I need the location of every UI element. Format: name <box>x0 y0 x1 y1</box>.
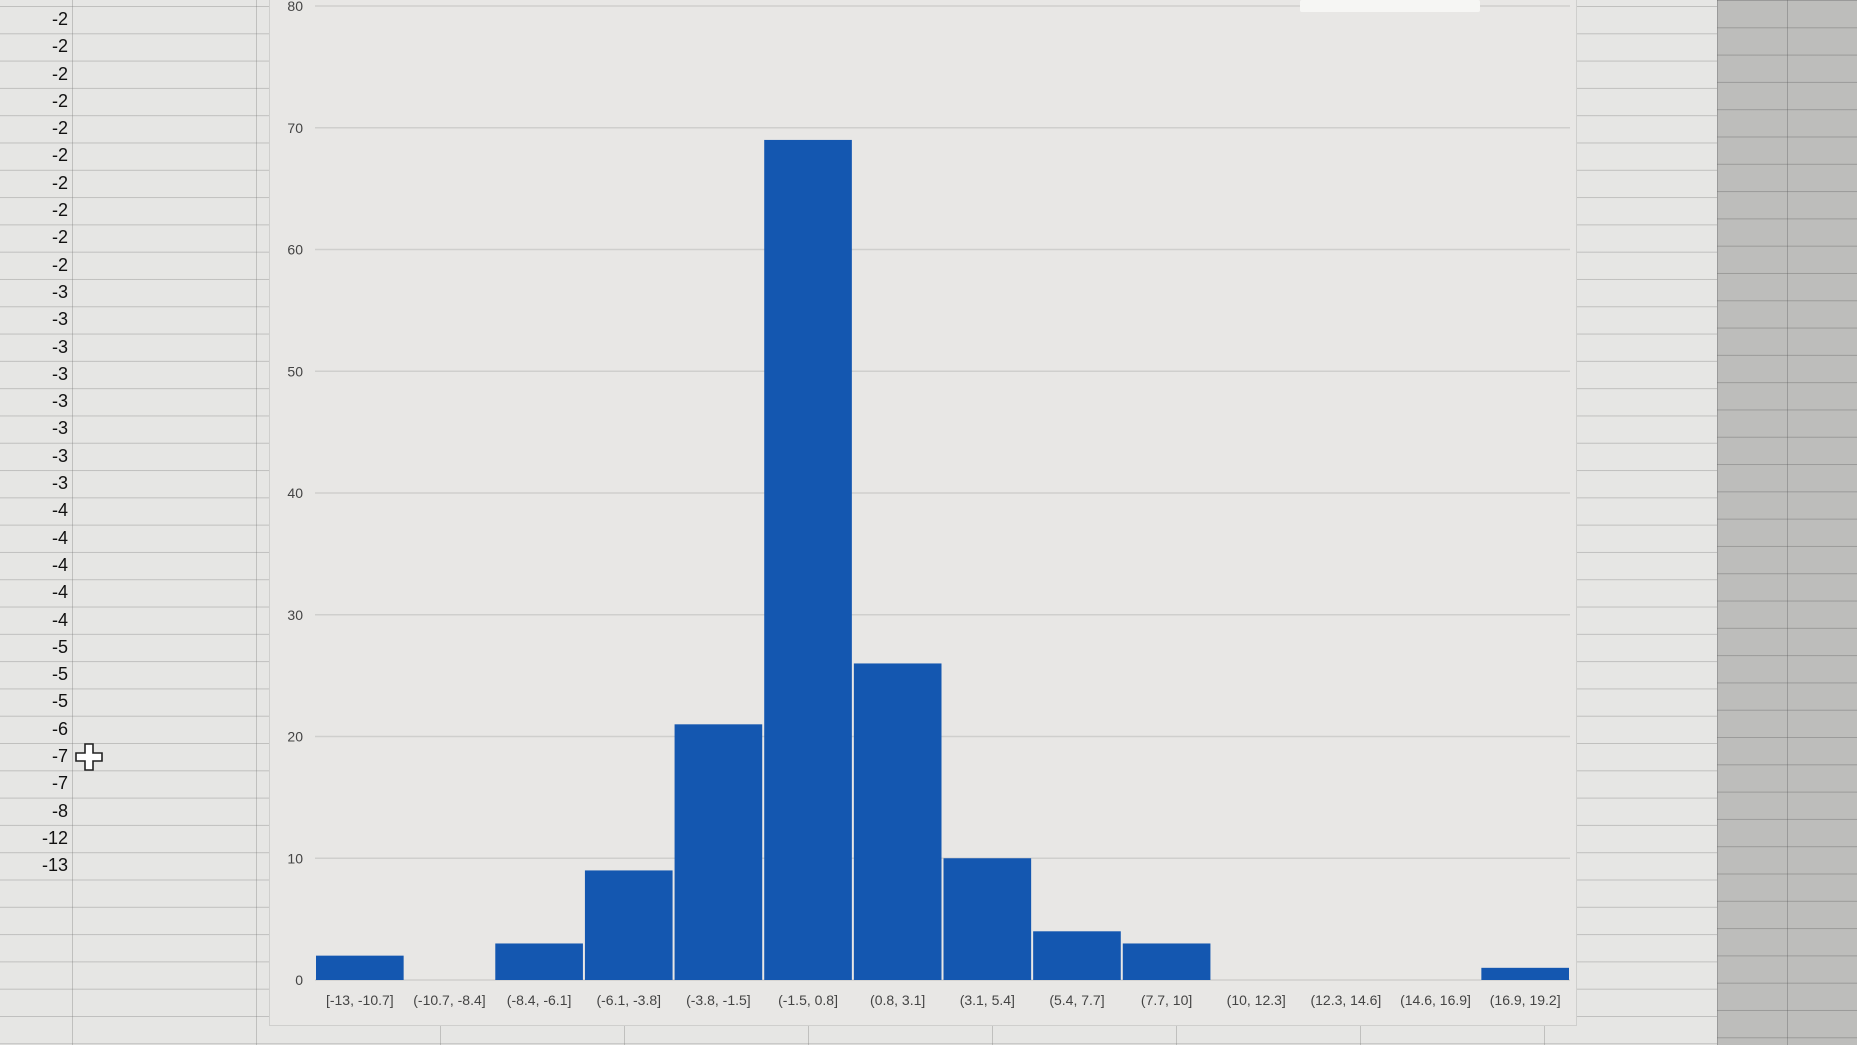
histogram-bar[interactable] <box>1481 967 1569 980</box>
cell-value[interactable]: -2 <box>51 227 68 248</box>
histogram-chart[interactable]: 0 10 20 30 40 50 60 70 80 [-13, -10.7] (-10.7, -8.… <box>270 0 1576 1025</box>
x-tick-label: (-1.5, 0.8] <box>778 992 838 1008</box>
histogram-bar[interactable] <box>495 943 583 980</box>
spreadsheet-right-columns[interactable] <box>1717 0 1857 1045</box>
x-tick-label: [-13, -10.7] <box>326 992 394 1008</box>
y-tick-label: 40 <box>287 485 303 501</box>
x-tick-label: (7.7, 10] <box>1141 992 1192 1008</box>
cell-select-cursor-icon <box>75 743 103 771</box>
cell-value[interactable]: -2 <box>51 172 68 193</box>
cell-value[interactable]: -3 <box>51 309 68 330</box>
data-column: -2 -2 -2 -2 -2 -2 -2 -2 -2 -2 -3 -3 -3 -3 -3 -3 -3 -3 -4 -4… <box>0 6 72 880</box>
screen-glare <box>1300 0 1480 12</box>
histogram-bar[interactable] <box>943 858 1032 980</box>
x-tick-label: (0.8, 3.1] <box>870 992 925 1008</box>
cell-value[interactable]: -13 <box>41 855 68 876</box>
cell-value[interactable]: -2 <box>51 254 68 275</box>
cell-value[interactable]: -3 <box>51 281 68 302</box>
x-tick-label: (-3.8, -1.5] <box>686 992 751 1008</box>
histogram-bar[interactable] <box>584 870 673 980</box>
cell-value[interactable]: -2 <box>51 90 68 111</box>
cell-value[interactable]: -2 <box>51 118 68 139</box>
cell-value[interactable]: -4 <box>51 554 68 575</box>
cell-value[interactable]: -4 <box>51 609 68 630</box>
x-tick-label: (5.4, 7.7] <box>1049 992 1104 1008</box>
cell-value[interactable]: -3 <box>51 418 68 439</box>
y-tick-label: 0 <box>295 972 303 988</box>
cell-value[interactable]: -5 <box>51 691 68 712</box>
cell-value[interactable]: -2 <box>51 200 68 221</box>
y-tick-label: 70 <box>287 120 303 136</box>
histogram-bar[interactable] <box>1122 943 1211 980</box>
cell-value[interactable]: -2 <box>51 36 68 57</box>
x-tick-label: (-10.7, -8.4] <box>413 992 485 1008</box>
cell-value[interactable]: -4 <box>51 527 68 548</box>
histogram-bar[interactable] <box>853 663 942 980</box>
histogram-bar[interactable] <box>764 139 852 981</box>
y-tick-label: 20 <box>287 729 303 745</box>
histogram-bar[interactable] <box>674 724 763 980</box>
cell-value[interactable]: -4 <box>51 582 68 603</box>
chart-svg: 0 10 20 30 40 50 60 70 80 [-13, -10.7] (-10.7, -8.… <box>287 0 1570 1008</box>
x-tick-label: (14.6, 16.9] <box>1400 992 1471 1008</box>
x-tick-label: (10, 12.3] <box>1227 992 1286 1008</box>
cell-value[interactable]: -6 <box>51 718 68 739</box>
x-tick-label: (-8.4, -6.1] <box>507 992 572 1008</box>
cell-value[interactable]: -3 <box>51 363 68 384</box>
y-tick-label: 30 <box>287 607 303 623</box>
cell-value[interactable]: -3 <box>51 336 68 357</box>
y-tick-label: 10 <box>287 850 303 866</box>
cell-value[interactable]: -2 <box>51 63 68 84</box>
y-tick-label: 80 <box>287 0 303 14</box>
cell-value[interactable]: -8 <box>51 800 68 821</box>
x-tick-label: (12.3, 14.6] <box>1310 992 1381 1008</box>
x-tick-label: (16.9, 19.2] <box>1490 992 1561 1008</box>
cell-value[interactable]: -2 <box>51 145 68 166</box>
y-tick-label: 60 <box>287 242 303 258</box>
cell-value[interactable]: -5 <box>51 636 68 657</box>
cell-value[interactable]: -2 <box>51 9 68 29</box>
x-tick-label: (3.1, 5.4] <box>960 992 1015 1008</box>
cell-value[interactable]: -12 <box>41 827 68 848</box>
cell-value[interactable]: -7 <box>51 746 68 767</box>
histogram-bar[interactable] <box>316 955 404 980</box>
x-tick-label: (-6.1, -3.8] <box>596 992 661 1008</box>
cell-value[interactable]: -3 <box>51 445 68 466</box>
cell-value[interactable]: -3 <box>51 473 68 494</box>
y-tick-label: 50 <box>287 363 303 379</box>
cell-value[interactable]: -7 <box>51 773 68 794</box>
cell-value[interactable]: -3 <box>51 391 68 412</box>
cell-value[interactable]: -4 <box>51 500 68 521</box>
histogram-bar[interactable] <box>1033 931 1121 980</box>
cell-value[interactable]: -5 <box>51 664 68 685</box>
